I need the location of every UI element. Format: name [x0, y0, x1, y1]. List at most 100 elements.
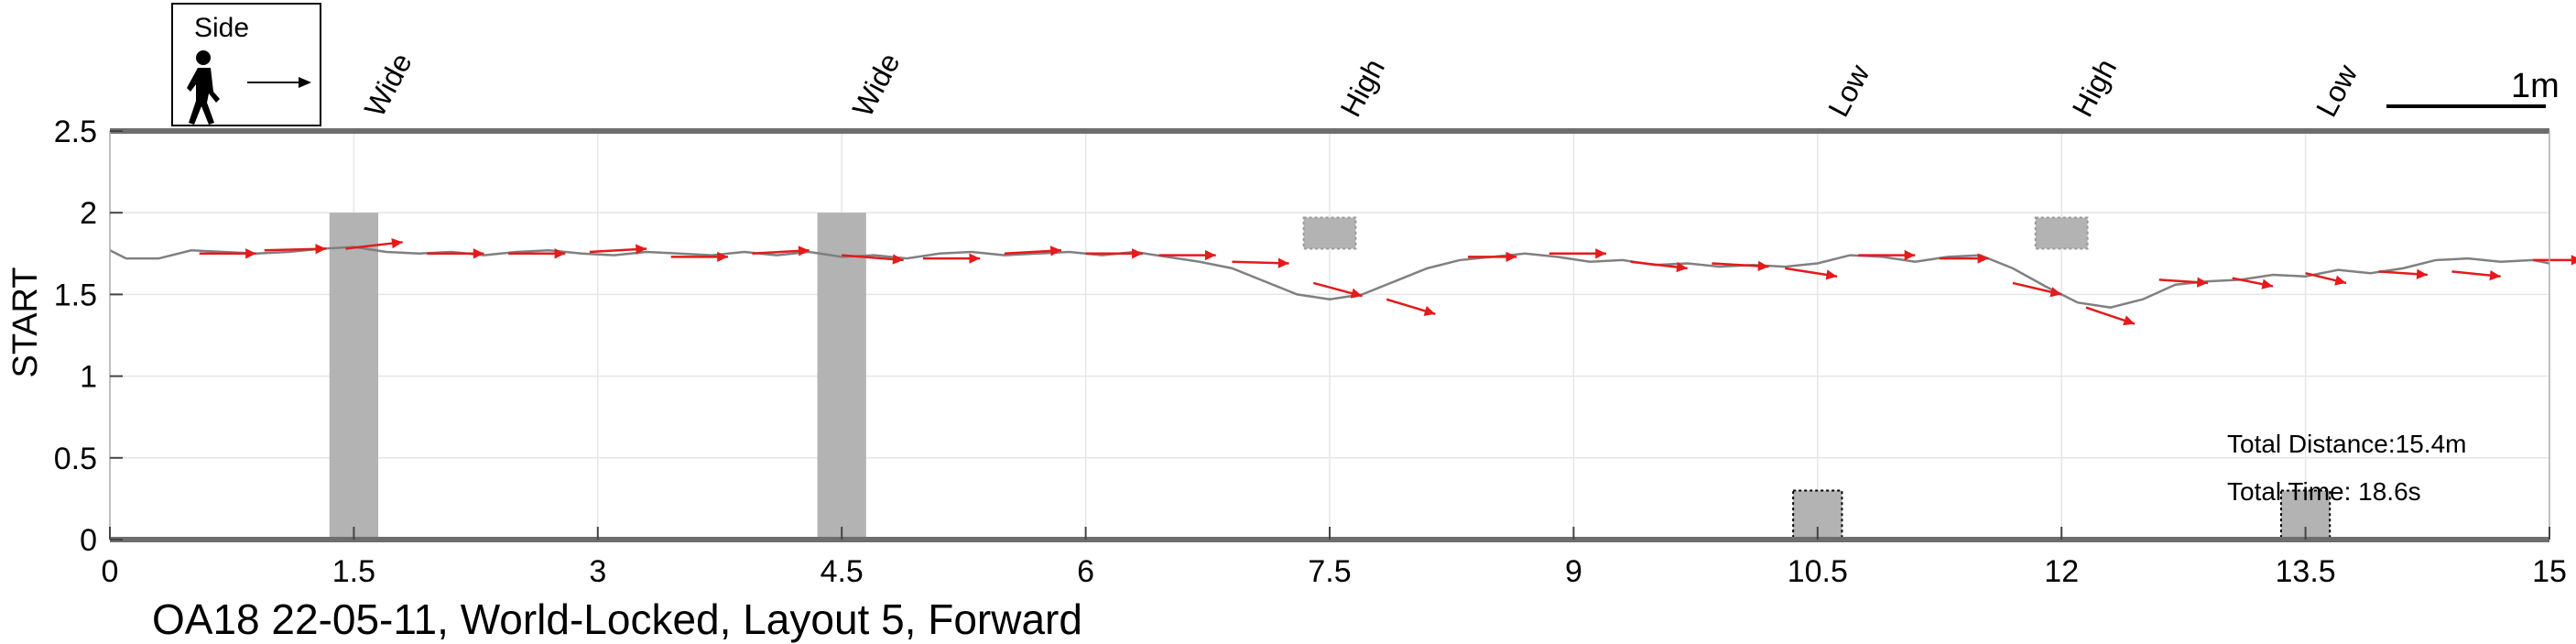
heading-arrow [923, 253, 981, 264]
heading-arrow-head [1595, 248, 1606, 259]
heading-arrow [1549, 248, 1606, 259]
x-tick-label: 3 [589, 554, 606, 589]
obstacle-wide [817, 213, 866, 540]
heading-arrow [1232, 257, 1289, 268]
heading-arrow-head [2261, 278, 2274, 289]
heading-arrow [2232, 277, 2274, 289]
heading-arrow [1085, 248, 1143, 259]
heading-arrow-head [315, 244, 327, 255]
heading-arrow-head [1676, 261, 1688, 273]
heading-arrow [589, 244, 647, 255]
heading-arrows [199, 238, 2576, 326]
heading-arrow [345, 238, 403, 250]
heading-arrow [264, 244, 327, 255]
ticks: 0 1.5 3 4.5 6 7.5 9 10.5 12 13.5 15 0 0.5 1 1.5 2 2.5 [54, 115, 2567, 589]
obstacle-label: High [2066, 53, 2124, 122]
heading-arrow-head [2123, 315, 2136, 326]
heading-arrow [1312, 281, 1363, 299]
heading-arrow [508, 248, 566, 259]
heading-arrow-head [717, 251, 728, 263]
obstacle-high [1302, 216, 1357, 250]
obstacle-labels: Wide Wide High Low High Low [358, 48, 2364, 122]
heading-arrow [1386, 298, 1436, 316]
walking-path-line [109, 246, 2550, 309]
y-axis-label: START [6, 267, 45, 377]
arrow-right-icon [247, 77, 311, 88]
obstacle-label: Low [1821, 59, 1876, 123]
heading-arrow [1158, 249, 1216, 261]
heading-arrow [752, 246, 810, 257]
heading-arrow [670, 251, 728, 263]
y-tick-label: 0.5 [54, 442, 97, 476]
heading-arrow [2085, 306, 2136, 326]
y-tick-label: 2.5 [54, 115, 97, 149]
heading-arrow-head [473, 248, 484, 259]
obstacle-label: Wide [358, 48, 418, 122]
obstacle-label: Wide [846, 48, 907, 122]
heading-arrow [1712, 260, 1769, 272]
heading-arrow [2158, 277, 2209, 288]
heading-arrow [2451, 269, 2501, 281]
x-tick-label: 1.5 [332, 554, 375, 589]
scale-bar: 1m [2386, 67, 2560, 108]
heading-arrow-head [636, 244, 647, 255]
scale-bar-label: 1m [2511, 67, 2560, 105]
heading-arrow-head [1904, 249, 1916, 261]
obstacle-label: Low [2310, 59, 2364, 123]
x-tick-label: 7.5 [1308, 554, 1351, 589]
heading-arrow [1467, 251, 1517, 263]
heading-arrow-head [1049, 246, 1061, 257]
x-tick-label: 13.5 [2276, 554, 2336, 589]
heading-arrow-head [1825, 269, 1838, 280]
heading-arrow-head [1977, 253, 1989, 264]
heading-arrow-head [1423, 306, 1436, 316]
total-distance: Total Distance:15.4m [2227, 430, 2466, 458]
heading-arrow-head [1757, 260, 1769, 272]
y-tick-label: 1.5 [54, 278, 97, 312]
y-tick-label: 0 [80, 523, 97, 558]
legend-label: Side [194, 13, 249, 43]
heading-arrow [1940, 253, 1989, 264]
heading-arrow [2378, 268, 2428, 279]
x-tick-label: 9 [1565, 554, 1582, 589]
path-layer [109, 246, 2550, 309]
obstacle-wide [329, 213, 379, 540]
heading-arrow-head [1350, 288, 1363, 299]
heading-arrow-head [969, 253, 981, 264]
chart-caption: OA18 22-05-11, World-Locked, Layout 5, F… [152, 595, 1082, 643]
heading-arrow-head [2334, 275, 2346, 286]
heading-arrow-head [245, 248, 256, 259]
heading-arrow [1858, 249, 1916, 261]
heading-arrow-head [1204, 249, 1216, 261]
heading-arrow-head [2571, 255, 2576, 266]
obstacle-low [2279, 489, 2331, 540]
heading-arrow [842, 254, 904, 265]
heading-arrow-head [1277, 257, 1289, 268]
heading-arrow [1004, 246, 1062, 257]
heading-arrow-head [2489, 269, 2501, 281]
heading-arrow [427, 248, 484, 259]
x-tick-label: 0 [102, 554, 119, 589]
legend: Side [171, 3, 321, 126]
x-tick-label: 12 [2044, 554, 2079, 589]
plot-area: 0 1.5 3 4.5 6 7.5 9 10.5 12 13.5 15 0 0.5 1 1.5 2 2.5 Wi… [54, 48, 2576, 589]
heading-arrow-head [391, 238, 403, 249]
heading-arrow [2533, 255, 2576, 266]
x-tick-label: 10.5 [1788, 554, 1848, 589]
heading-arrow-head [554, 248, 566, 259]
obstacles [329, 213, 2331, 540]
heading-arrow [199, 248, 256, 259]
heading-arrow-head [798, 246, 810, 257]
heading-arrow [1785, 267, 1838, 280]
total-time: Total Time: 18.6s [2227, 477, 2421, 506]
heading-arrow [2305, 271, 2347, 286]
walking-person-icon [187, 50, 220, 125]
y-tick-label: 1 [80, 360, 97, 395]
obstacle-high [2034, 216, 2089, 250]
x-tick-label: 15 [2532, 554, 2567, 589]
heading-arrow [1630, 260, 1688, 273]
obstacle-label: High [1333, 53, 1391, 122]
heading-arrow-head [1132, 248, 1143, 259]
heading-arrow [2012, 281, 2062, 298]
x-tick-label: 4.5 [821, 554, 864, 589]
